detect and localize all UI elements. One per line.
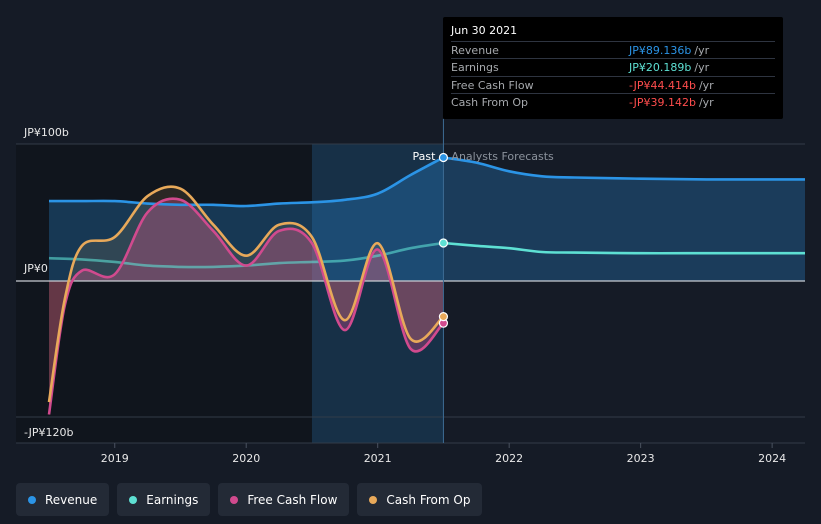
y-tick-label: JP¥0 bbox=[23, 262, 48, 275]
x-tick-label: 2019 bbox=[101, 452, 129, 465]
line-revenue-past bbox=[48, 156, 445, 208]
legend-item-revenue[interactable]: Revenue bbox=[16, 483, 110, 516]
tooltip-date: Jun 30 2021 bbox=[451, 24, 518, 37]
tooltip-value-revenue: JP¥89.136b/yr bbox=[629, 44, 710, 57]
tooltip-value-cfo: -JP¥39.142b/yr bbox=[629, 96, 714, 109]
chart-tooltip: Jun 30 2021 Revenue JP¥89.136b/yr Earnin… bbox=[443, 17, 783, 119]
tooltip-value-earnings: JP¥20.189b/yr bbox=[629, 61, 710, 74]
x-tick-label: 2021 bbox=[364, 452, 392, 465]
legend-item-earnings[interactable]: Earnings bbox=[117, 483, 211, 516]
x-tick-label: 2022 bbox=[495, 452, 523, 465]
forecast-label: Analysts Forecasts bbox=[451, 150, 554, 163]
line-cash-from-op-past bbox=[47, 185, 445, 403]
tooltip-label: Earnings bbox=[451, 61, 499, 74]
legend-item-cash-from-op[interactable]: Cash From Op bbox=[357, 483, 483, 516]
marker-revenue bbox=[438, 152, 449, 163]
legend-label: Earnings bbox=[146, 492, 199, 507]
line-free-cash-flow-past bbox=[47, 197, 445, 415]
tooltip-label: Cash From Op bbox=[451, 96, 529, 109]
tooltip-label: Free Cash Flow bbox=[451, 79, 534, 92]
legend-item-free-cash-flow[interactable]: Free Cash Flow bbox=[218, 483, 350, 516]
line-revenue-forecast bbox=[443, 156, 805, 181]
legend-dot-icon bbox=[129, 495, 138, 504]
chart-legend: Revenue Earnings Free Cash Flow Cash Fro… bbox=[16, 483, 483, 516]
legend-label: Free Cash Flow bbox=[247, 492, 338, 507]
legend-label: Revenue bbox=[45, 492, 98, 507]
area-cash-from-op bbox=[49, 186, 444, 403]
tooltip-value-fcf: -JP¥44.414b/yr bbox=[629, 79, 714, 92]
x-tick-label: 2023 bbox=[627, 452, 655, 465]
y-tick-label: JP¥100b bbox=[23, 126, 69, 139]
area-revenue bbox=[49, 157, 805, 281]
marker-cash-from-op bbox=[438, 312, 449, 322]
legend-dot-icon bbox=[28, 495, 36, 504]
y-tick-label: -JP¥120b bbox=[24, 426, 73, 439]
legend-dot-icon bbox=[369, 495, 378, 504]
legend-dot-icon bbox=[230, 495, 239, 504]
past-label: Past bbox=[412, 150, 436, 163]
tooltip-row-fcf: Free Cash Flow -JP¥44.414b/yr bbox=[451, 76, 775, 94]
tooltip-row-cfo: Cash From Op -JP¥39.142b/yr bbox=[451, 93, 775, 111]
line-earnings-forecast bbox=[443, 241, 805, 255]
tooltip-row-revenue: Revenue JP¥89.136b/yr bbox=[451, 41, 775, 59]
tooltip-row-earnings: Earnings JP¥20.189b/yr bbox=[451, 58, 775, 76]
tooltip-label: Revenue bbox=[451, 44, 499, 57]
x-tick-label: 2024 bbox=[758, 452, 786, 465]
marker-earnings bbox=[438, 238, 449, 248]
area-free-cash-flow bbox=[49, 198, 444, 415]
x-tick-label: 2020 bbox=[232, 452, 260, 465]
legend-label: Cash From Op bbox=[386, 492, 471, 507]
